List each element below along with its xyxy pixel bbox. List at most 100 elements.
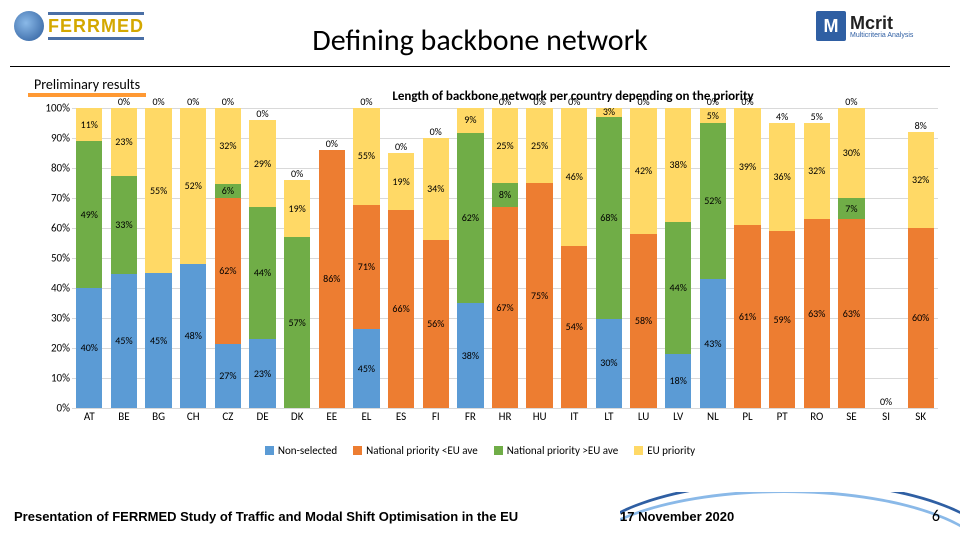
- seg-label: 43%: [704, 339, 721, 349]
- seg-non_selected: 18%: [665, 354, 691, 408]
- seg-label: 59%: [773, 315, 790, 325]
- x-tick-label: DE: [245, 410, 280, 423]
- seg-label: 63%: [843, 309, 860, 319]
- seg-eu_priority: 19%: [284, 180, 310, 237]
- bar-LT: 30%0%68%3%LT: [592, 108, 627, 408]
- seg-eu_priority: 30%: [838, 108, 864, 198]
- y-tick-label: 80%: [51, 162, 70, 175]
- legend-swatch: [494, 446, 503, 455]
- bar-BG: 45%55%0%BG: [141, 108, 176, 408]
- seg-label: 30%: [843, 148, 860, 158]
- y-tick-label: 90%: [51, 132, 70, 145]
- seg-label: 23%: [115, 137, 132, 147]
- legend-label: National priority >EU ave: [507, 444, 619, 457]
- legend-label: National priority <EU ave: [366, 444, 478, 457]
- seg-non_selected: 45%: [145, 273, 171, 408]
- seg-non_selected: 45%: [353, 329, 379, 408]
- seg-nat_gt_eu: 8%: [492, 183, 518, 207]
- bar-LU: 58%42%0%LU: [626, 108, 661, 408]
- seg-nat_gt_eu: 7%: [838, 198, 864, 219]
- seg-label: 62%: [219, 266, 236, 276]
- seg-non_selected: 23%: [249, 339, 275, 408]
- bar-PT: 59%36%4%PT: [765, 108, 800, 408]
- seg-label: 3%: [603, 107, 615, 117]
- seg-nat_lt_eu: 62%: [215, 198, 241, 344]
- seg-nat_lt_eu: 75%: [526, 183, 552, 408]
- seg-eu_priority: 55%: [145, 108, 171, 273]
- bar-top-label: 0%: [256, 109, 268, 119]
- bar-SK: 60%32%8%SK: [903, 108, 938, 408]
- bar-top-label: 0%: [845, 97, 857, 107]
- bar-top-label: 0%: [222, 97, 234, 107]
- seg-non_selected: 38%: [457, 303, 483, 408]
- y-tick-label: 70%: [51, 192, 70, 205]
- legend-label: EU priority: [647, 444, 695, 457]
- seg-label: 66%: [392, 304, 409, 314]
- x-tick-label: FI: [418, 410, 453, 423]
- seg-eu_priority: 25%: [526, 108, 552, 183]
- bar-top-label: 0%: [187, 97, 199, 107]
- bar-top-label: 0%: [430, 127, 442, 137]
- seg-label: 38%: [670, 160, 687, 170]
- seg-eu_priority: 34%: [423, 138, 449, 240]
- seg-nat_gt_eu: 44%: [249, 207, 275, 339]
- bar-top-label: 0%: [291, 169, 303, 179]
- seg-nat_lt_eu: 59%: [769, 231, 795, 408]
- bar-SI: 0%SI: [869, 108, 904, 408]
- seg-label: 40%: [81, 343, 98, 353]
- seg-label: 61%: [739, 312, 756, 322]
- bar-CZ: 27%62%6%32%0%CZ: [211, 108, 246, 408]
- seg-label: 60%: [912, 313, 929, 323]
- seg-label: 46%: [566, 172, 583, 182]
- bar-HU: 75%25%0%HU: [522, 108, 557, 408]
- bar-NL: 43%0%52%5%0%NL: [696, 108, 731, 408]
- legend-label: Non-selected: [278, 444, 337, 457]
- bar-top-label: 0%: [534, 97, 546, 107]
- seg-label: 48%: [185, 331, 202, 341]
- bar-top-label: 0%: [326, 139, 338, 149]
- y-tick-label: 30%: [51, 312, 70, 325]
- x-tick-label: PT: [765, 410, 800, 423]
- bar-DK: 57%19%0%DK: [280, 108, 315, 408]
- bar-IT: 54%46%0%IT: [557, 108, 592, 408]
- chart-bars: 40%0%49%11%AT45%0%33%23%0%BE45%55%0%BG48…: [72, 108, 938, 408]
- y-tick-label: 60%: [51, 222, 70, 235]
- seg-nat_lt_eu: 63%: [804, 219, 830, 408]
- y-tick-label: 20%: [51, 342, 70, 355]
- legend-item-nat_gt_eu: National priority >EU ave: [494, 444, 619, 457]
- seg-eu_priority: 46%: [561, 108, 587, 246]
- seg-label: 19%: [392, 177, 409, 187]
- seg-non_selected: 48%: [180, 264, 206, 408]
- x-tick-label: SK: [903, 410, 938, 423]
- seg-label: 32%: [219, 141, 236, 151]
- bar-RO: 63%32%5%RO: [799, 108, 834, 408]
- seg-nat_gt_eu: 68%: [596, 117, 622, 319]
- seg-eu_priority: 5%: [700, 108, 726, 123]
- seg-nat_gt_eu: 62%: [457, 133, 483, 304]
- seg-label: 30%: [600, 358, 617, 368]
- legend-swatch: [265, 446, 274, 455]
- seg-label: 38%: [462, 351, 479, 361]
- x-tick-label: BE: [107, 410, 142, 423]
- page-title: Defining backbone network: [0, 26, 960, 56]
- seg-label: 71%: [358, 262, 375, 272]
- seg-label: 39%: [739, 162, 756, 172]
- bar-top-label: 0%: [360, 97, 372, 107]
- seg-nat_lt_eu: 86%: [319, 150, 345, 408]
- legend-item-non_selected: Non-selected: [265, 444, 337, 457]
- backbone-chart: 0%10%20%30%40%50%60%70%80%90%100% 40%0%4…: [36, 108, 938, 432]
- seg-label: 49%: [81, 210, 98, 220]
- footer-text-bar: Presentation of FERRMED Study of Traffic…: [0, 500, 532, 532]
- x-tick-label: RO: [799, 410, 834, 423]
- seg-label: 86%: [323, 274, 340, 284]
- footer: Presentation of FERRMED Study of Traffic…: [0, 492, 960, 540]
- seg-eu_priority: 36%: [769, 123, 795, 231]
- seg-label: 0%: [880, 397, 892, 407]
- seg-label: 68%: [600, 213, 617, 223]
- bar-top-label: 5%: [811, 112, 823, 122]
- seg-eu_priority: 29%: [249, 120, 275, 207]
- seg-eu_priority: 32%: [908, 132, 934, 228]
- x-tick-label: BG: [141, 410, 176, 423]
- seg-label: 19%: [289, 204, 306, 214]
- seg-non_selected: 43%: [700, 279, 726, 408]
